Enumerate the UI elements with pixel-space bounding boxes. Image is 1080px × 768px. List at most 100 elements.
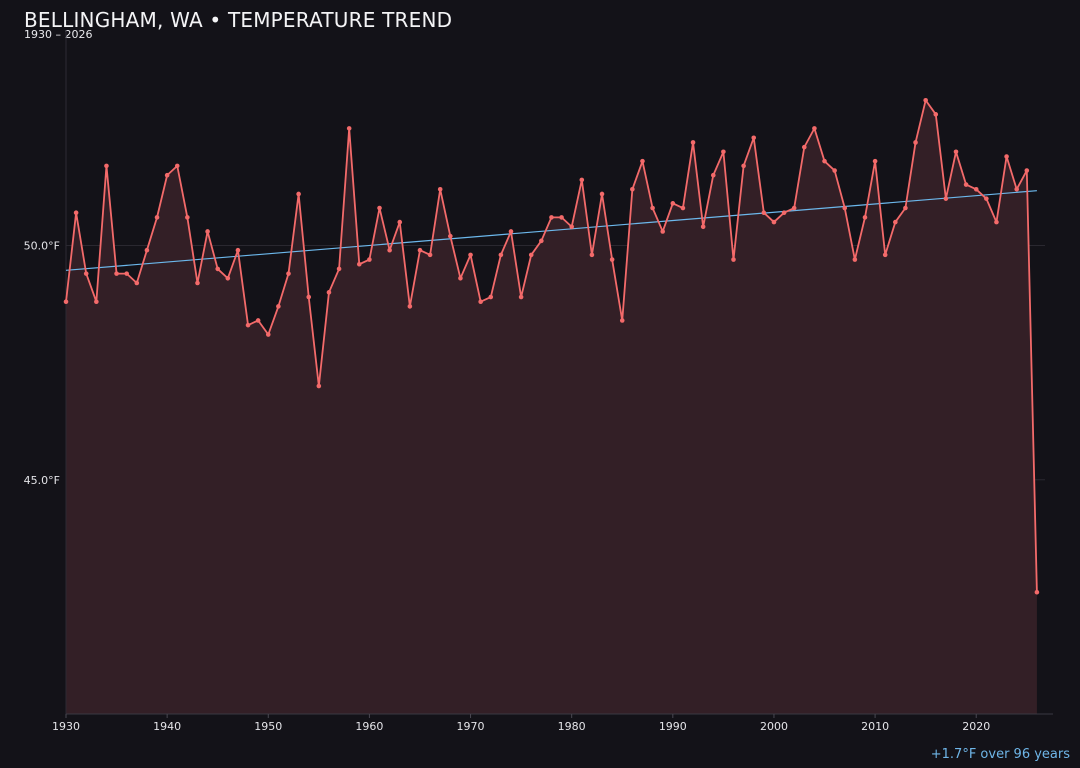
data-point xyxy=(326,290,332,295)
data-point xyxy=(114,271,119,276)
x-tick-label: 1950 xyxy=(254,720,282,733)
chart-title: BELLINGHAM, WA • TEMPERATURE TREND xyxy=(24,8,453,32)
data-point xyxy=(154,215,160,220)
data-point xyxy=(852,257,858,262)
data-point xyxy=(761,210,767,216)
data-point xyxy=(316,383,322,389)
data-point xyxy=(619,318,625,323)
data-point xyxy=(963,182,969,187)
data-point xyxy=(478,299,483,305)
data-point xyxy=(549,215,554,220)
data-point xyxy=(73,210,79,216)
x-tick-label: 1990 xyxy=(659,720,687,733)
trend-layer xyxy=(65,190,1037,271)
data-point xyxy=(660,229,666,234)
data-point xyxy=(417,247,423,253)
x-tick-label: 2010 xyxy=(861,720,889,733)
data-point xyxy=(356,261,362,267)
data-point xyxy=(670,201,676,206)
x-tick-label: 2000 xyxy=(760,720,788,733)
data-point xyxy=(225,276,231,281)
data-point xyxy=(185,215,190,220)
data-point xyxy=(164,172,170,178)
data-point xyxy=(943,196,949,201)
data-point xyxy=(83,271,89,276)
data-point xyxy=(731,257,736,262)
data-point xyxy=(994,219,999,225)
data-point xyxy=(690,140,696,145)
data-point xyxy=(367,257,372,262)
data-point xyxy=(579,177,585,183)
data-point xyxy=(528,252,534,258)
data-point xyxy=(933,112,939,117)
data-point xyxy=(569,224,574,230)
data-point xyxy=(458,276,463,281)
data-point xyxy=(822,158,827,164)
area-fill xyxy=(66,100,1037,714)
data-point xyxy=(650,205,655,211)
trend-line xyxy=(65,190,1037,271)
data-point xyxy=(94,299,99,305)
chart-subtitle: 1930 – 2026 xyxy=(24,28,93,41)
data-point xyxy=(609,257,615,262)
x-tick-label: 1930 xyxy=(52,720,80,733)
x-tick-label: 1970 xyxy=(457,720,485,733)
data-point xyxy=(407,304,413,309)
data-point xyxy=(832,168,837,173)
data-point xyxy=(710,172,716,178)
data-point xyxy=(134,280,140,286)
data-point xyxy=(346,126,352,131)
data-point xyxy=(265,332,271,337)
data-point xyxy=(640,158,645,164)
data-point xyxy=(104,163,109,169)
data-point xyxy=(700,224,706,230)
data-point xyxy=(559,215,564,220)
data-point xyxy=(680,205,686,211)
data-point xyxy=(862,215,868,220)
data-point xyxy=(387,247,392,253)
data-point xyxy=(276,304,281,309)
x-tick-label: 1940 xyxy=(153,720,181,733)
data-point xyxy=(882,252,888,258)
data-point xyxy=(1014,186,1019,192)
data-point xyxy=(630,186,635,192)
data-point xyxy=(721,149,726,155)
data-point xyxy=(508,229,514,234)
data-point xyxy=(913,140,918,145)
point-layer xyxy=(63,97,1040,595)
data-point xyxy=(518,294,524,300)
data-point xyxy=(771,219,777,225)
data-point xyxy=(397,219,403,225)
data-point xyxy=(893,219,898,225)
data-point xyxy=(124,271,129,276)
data-point xyxy=(741,163,746,169)
data-point xyxy=(791,205,797,211)
data-point xyxy=(245,322,251,328)
data-point xyxy=(1034,589,1040,595)
data-point xyxy=(205,229,210,234)
data-point xyxy=(63,299,69,305)
data-point xyxy=(144,247,150,253)
y-tick-labels: 45.0°F 50.0°F xyxy=(24,240,60,487)
data-point xyxy=(195,280,200,286)
data-point xyxy=(448,233,453,239)
data-point xyxy=(1024,168,1030,173)
data-point xyxy=(235,247,241,253)
data-point xyxy=(215,266,221,272)
data-point xyxy=(539,238,544,244)
data-point xyxy=(903,205,908,211)
x-tick-label: 1980 xyxy=(558,720,586,733)
data-point xyxy=(781,210,787,216)
axis-layer xyxy=(65,30,1053,718)
data-point xyxy=(589,252,595,258)
data-point xyxy=(427,252,433,258)
data-point xyxy=(599,191,605,197)
data-point xyxy=(306,294,312,300)
trend-summary: +1.7°F over 96 years xyxy=(930,747,1070,762)
data-point xyxy=(1004,154,1009,159)
area-layer xyxy=(66,100,1037,714)
data-point xyxy=(296,191,301,197)
data-point xyxy=(923,97,928,103)
